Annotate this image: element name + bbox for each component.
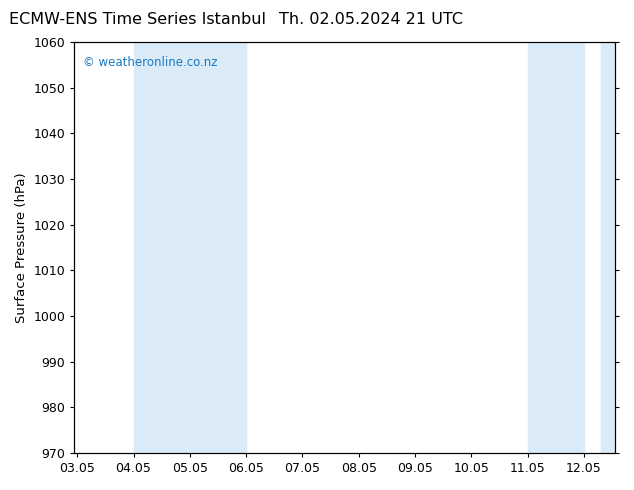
- Bar: [527, 42, 584, 453]
- Bar: [134, 42, 246, 453]
- Text: ECMW-ENS Time Series Istanbul: ECMW-ENS Time Series Istanbul: [10, 12, 266, 27]
- Bar: [601, 42, 615, 453]
- Text: © weatheronline.co.nz: © weatheronline.co.nz: [82, 56, 217, 70]
- Text: Th. 02.05.2024 21 UTC: Th. 02.05.2024 21 UTC: [279, 12, 463, 27]
- Y-axis label: Surface Pressure (hPa): Surface Pressure (hPa): [15, 172, 28, 323]
